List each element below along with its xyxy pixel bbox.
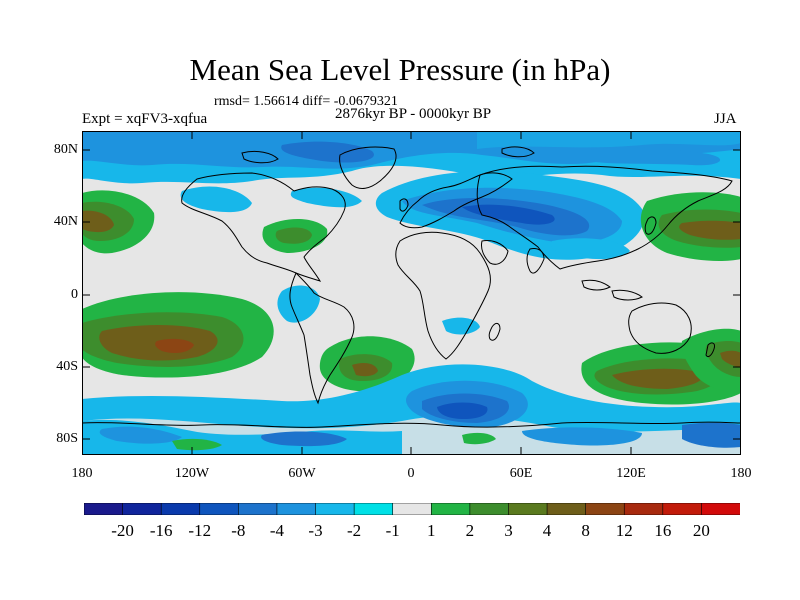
pressure-high-tasman <box>681 328 741 393</box>
chart-title: Mean Sea Level Pressure (in hPa) <box>189 52 611 87</box>
colorbar-label: 2 <box>465 521 475 540</box>
pressure-high-south-atlantic <box>319 336 415 392</box>
period-text: 2876kyr BP - 0000kyr BP <box>334 106 492 122</box>
colorbar-swatch <box>546 503 587 515</box>
colorbar-label: 4 <box>542 521 552 540</box>
colorbar-label: -1 <box>385 521 400 540</box>
colorbar-label: 3 <box>504 521 513 540</box>
colorbar-swatch <box>392 503 432 515</box>
colorbar-label: -16 <box>149 521 173 540</box>
map-frame <box>82 131 741 455</box>
lat-label: 40S <box>56 359 78 374</box>
colorbar-label: -12 <box>188 521 212 540</box>
map-svg <box>82 131 741 455</box>
colorbar-swatch <box>623 503 664 515</box>
pressure-high-south-pacific <box>82 292 274 378</box>
stats-text: rmsd= 1.56614 diff= -0.0679321 <box>214 94 398 109</box>
colorbar-label: -3 <box>308 521 323 540</box>
colorbar-swatch <box>84 503 124 515</box>
season-label: JJA <box>714 111 737 127</box>
coastlines <box>82 146 741 428</box>
pressure-high-north-pacific-east <box>640 192 741 261</box>
colorbar-label: 12 <box>615 521 633 540</box>
experiment-label: Expt = xqFV3-xqfua <box>82 111 208 127</box>
lat-label: 80N <box>53 142 78 157</box>
lon-label: 60W <box>288 466 316 481</box>
colorbar-swatch <box>701 503 740 515</box>
colorbar-label: 1 <box>427 521 436 540</box>
colorbar-swatch <box>469 503 510 515</box>
colorbar-swatch <box>662 503 703 515</box>
pressure-low-north <box>82 131 741 184</box>
colorbar-swatch <box>122 503 162 515</box>
colorbar-swatch <box>508 503 548 515</box>
axis-ticks <box>82 131 741 455</box>
pressure-low-america <box>180 186 630 335</box>
lon-label: 120E <box>616 466 646 481</box>
colorbar-label: 20 <box>692 521 710 540</box>
colorbar-swatch <box>430 503 471 515</box>
colorbar-label: -20 <box>111 521 134 540</box>
colorbar-label: -8 <box>231 521 246 540</box>
lon-label: 0 <box>407 466 415 481</box>
colorbar-swatch <box>315 503 355 515</box>
colorbar-label: 8 <box>581 521 590 540</box>
colorbar <box>84 503 740 515</box>
colorbar-label: -4 <box>269 521 285 540</box>
colorbar-swatch <box>353 503 394 515</box>
pressure-low-southern-ocean <box>82 364 741 455</box>
colorbar-swatch <box>238 503 278 515</box>
colorbar-swatch <box>199 503 239 515</box>
lon-label: 120W <box>174 466 210 481</box>
lat-label: 80S <box>56 431 78 446</box>
pressure-high-north-pacific-west <box>82 190 155 254</box>
pressure-low-asia <box>375 171 644 260</box>
lon-label: 60E <box>509 466 533 481</box>
colorbar-swatch <box>276 503 317 515</box>
colorbar-label: -2 <box>347 521 362 540</box>
lon-label: 180 <box>730 466 752 481</box>
colorbar-swatch <box>585 503 625 515</box>
colorbar-swatch <box>160 503 201 515</box>
pressure-high-north-atlantic <box>262 218 328 253</box>
lat-label: 40N <box>53 214 78 229</box>
map-plot <box>82 131 741 455</box>
lat-label: 0 <box>71 287 78 302</box>
colorbar-svg <box>84 503 740 515</box>
lon-label: 180 <box>71 466 93 481</box>
colorbar-label: 16 <box>654 521 672 540</box>
